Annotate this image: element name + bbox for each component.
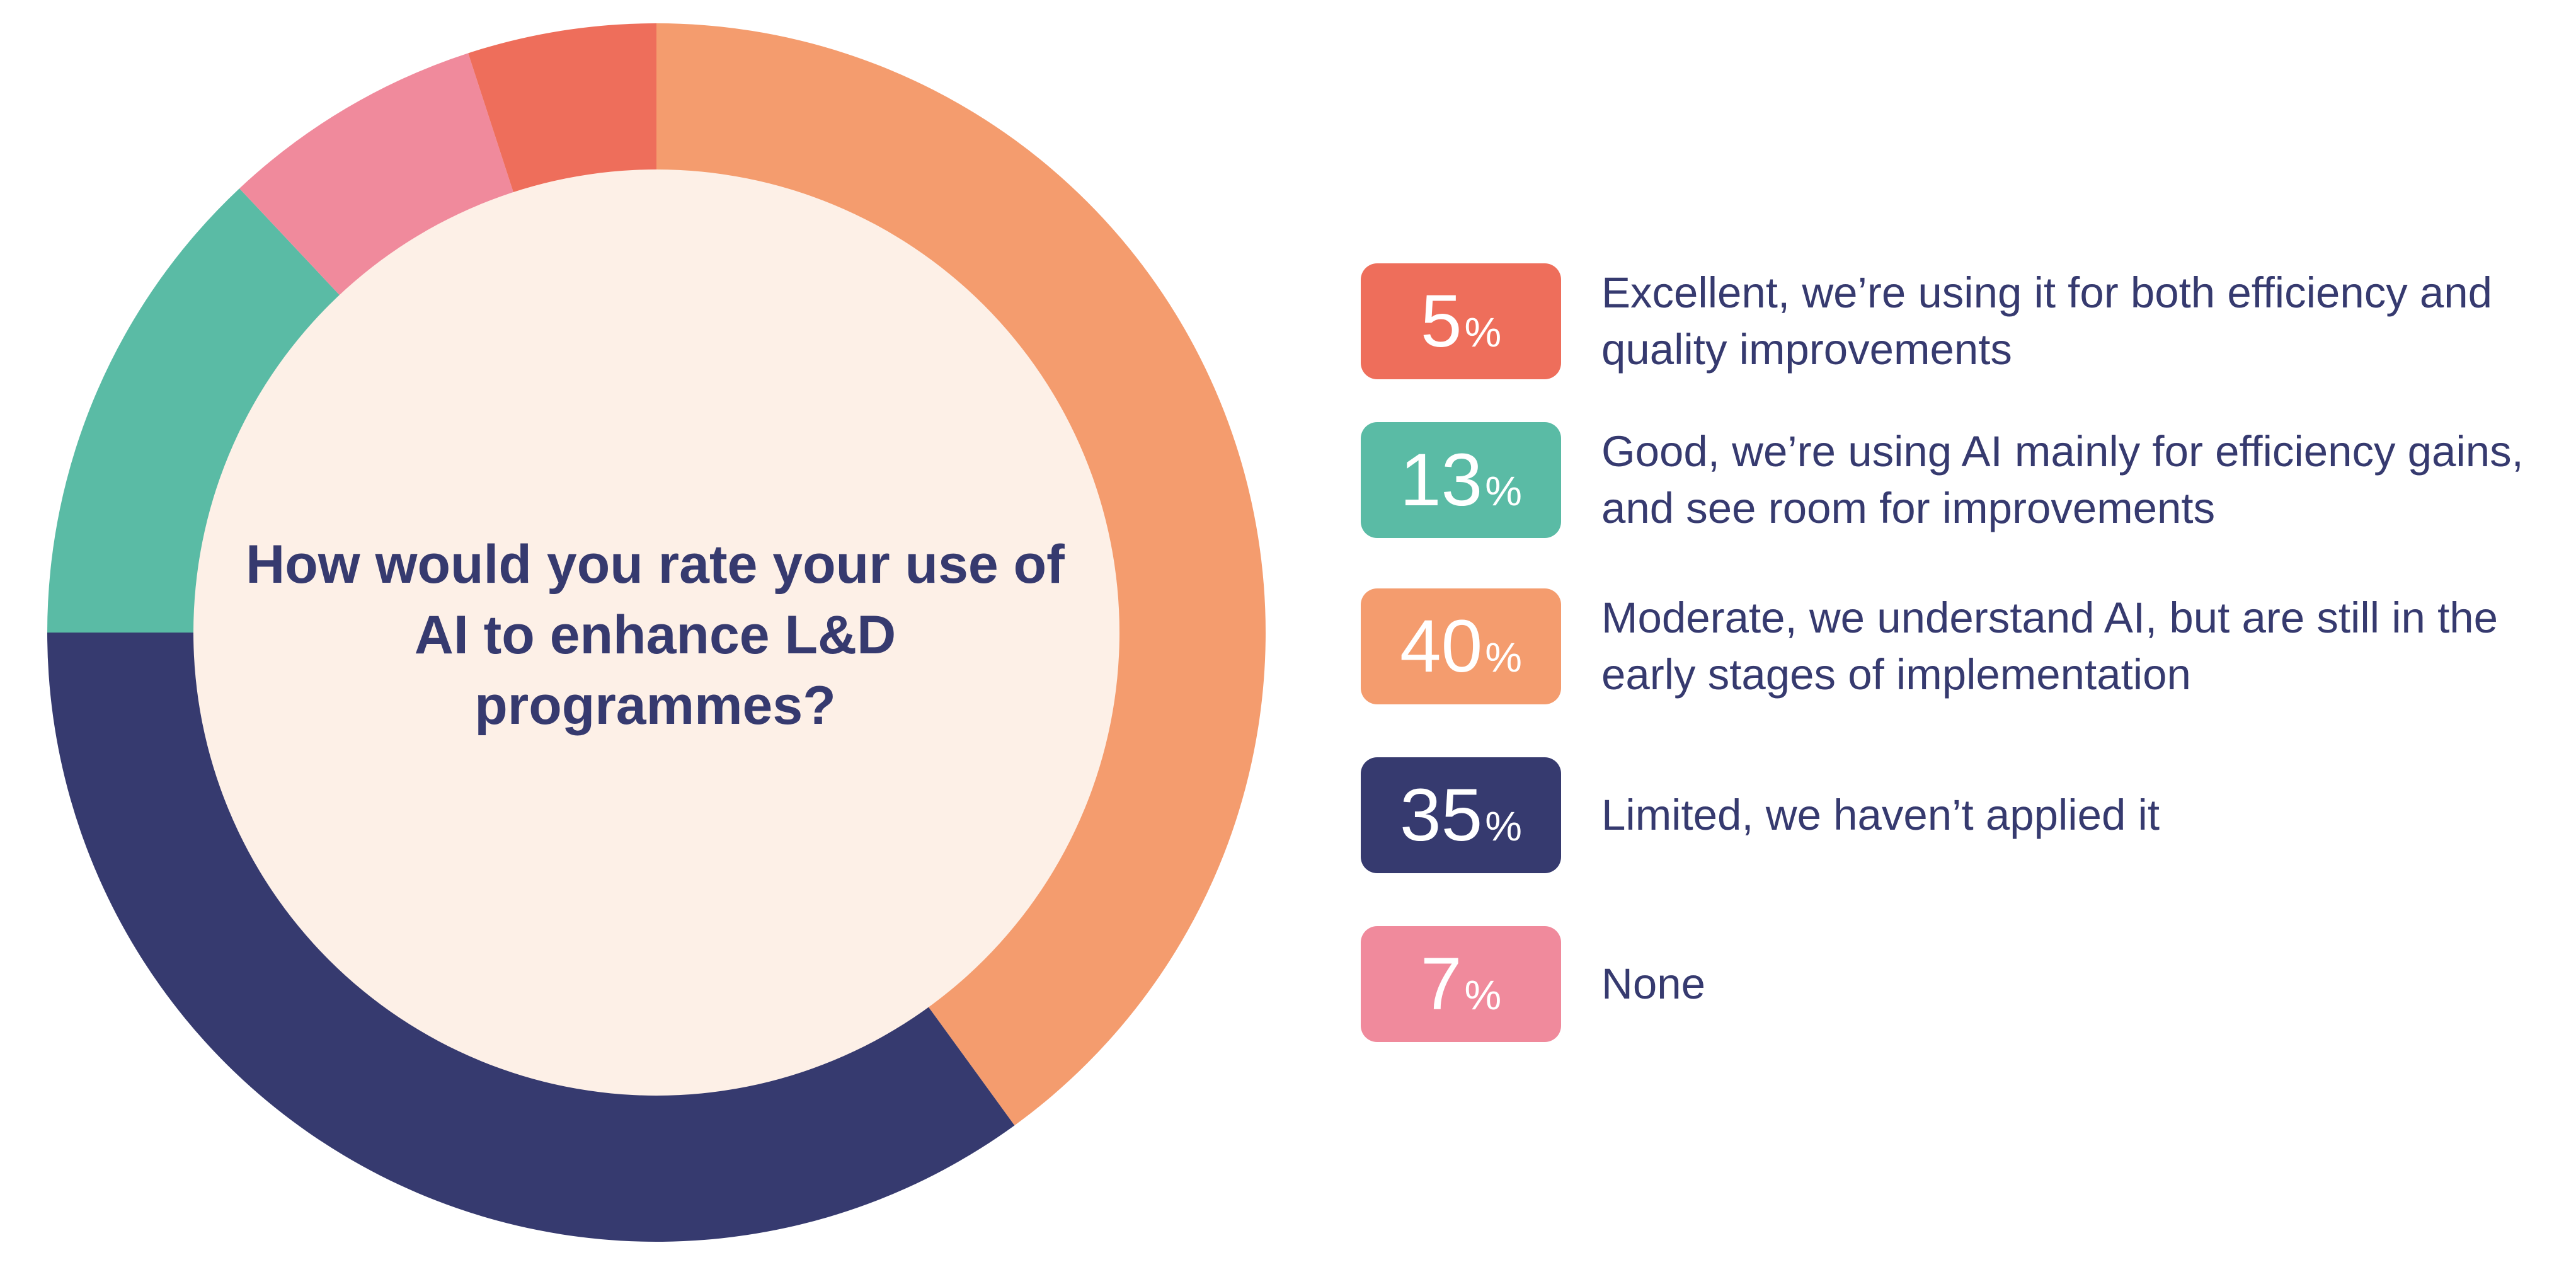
legend-unit: % — [1464, 971, 1502, 1018]
legend-badge: 40% — [1361, 588, 1561, 704]
legend-label: Limited, we haven’t applied it — [1601, 791, 2160, 839]
legend-label: Good, we’re using AI mainly for efficien… — [1601, 427, 2524, 532]
legend-unit: % — [1464, 309, 1502, 355]
legend-item: 40% Moderate, we understand AI, but are … — [1361, 588, 2558, 704]
chart-title: How would you rate your use of AI to enh… — [246, 534, 1065, 736]
legend-badge: 7% — [1361, 926, 1561, 1042]
legend-unit: % — [1485, 467, 1522, 514]
legend-badge: 13% — [1361, 422, 1561, 538]
legend-unit: % — [1485, 803, 1522, 849]
legend-label: Excellent, we’re using it for both effic… — [1601, 268, 2492, 374]
legend-item: 7% None — [1361, 926, 2558, 1042]
legend-value: 40 — [1400, 605, 1483, 688]
legend-item: 13% Good, we’re using AI mainly for effi… — [1361, 422, 2558, 538]
legend-value: 7 — [1420, 943, 1462, 1026]
legend-unit: % — [1485, 634, 1522, 680]
legend-value: 13 — [1400, 438, 1483, 522]
donut-center — [193, 169, 1119, 1096]
legend-value: 5 — [1420, 280, 1462, 363]
legend-badge: 5% — [1361, 263, 1561, 379]
legend-item: 35% Limited, we haven’t applied it — [1361, 757, 2558, 873]
legend-label: Moderate, we understand AI, but are stil… — [1601, 593, 2498, 699]
legend-badge: 35% — [1361, 757, 1561, 873]
legend-label: None — [1601, 960, 1705, 1008]
legend-item: 5% Excellent, we’re using it for both ef… — [1361, 263, 2558, 379]
legend-value: 35 — [1400, 774, 1483, 857]
